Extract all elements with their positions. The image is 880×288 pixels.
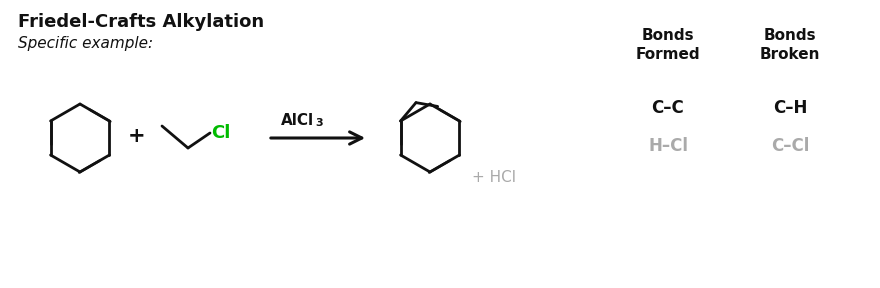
Text: AlCl: AlCl <box>281 113 314 128</box>
Text: Bonds
Broken: Bonds Broken <box>759 28 820 62</box>
Text: +: + <box>128 126 146 146</box>
Text: C–C: C–C <box>651 99 685 117</box>
Text: C–H: C–H <box>773 99 807 117</box>
Text: + HCl: + HCl <box>472 170 516 185</box>
Text: Bonds
Formed: Bonds Formed <box>635 28 700 62</box>
Text: Specific example:: Specific example: <box>18 36 153 51</box>
Text: H–Cl: H–Cl <box>648 137 688 155</box>
Text: C–Cl: C–Cl <box>771 137 810 155</box>
Text: 3: 3 <box>315 118 323 128</box>
Text: Cl: Cl <box>211 124 231 142</box>
Text: Friedel-Crafts Alkylation: Friedel-Crafts Alkylation <box>18 13 264 31</box>
